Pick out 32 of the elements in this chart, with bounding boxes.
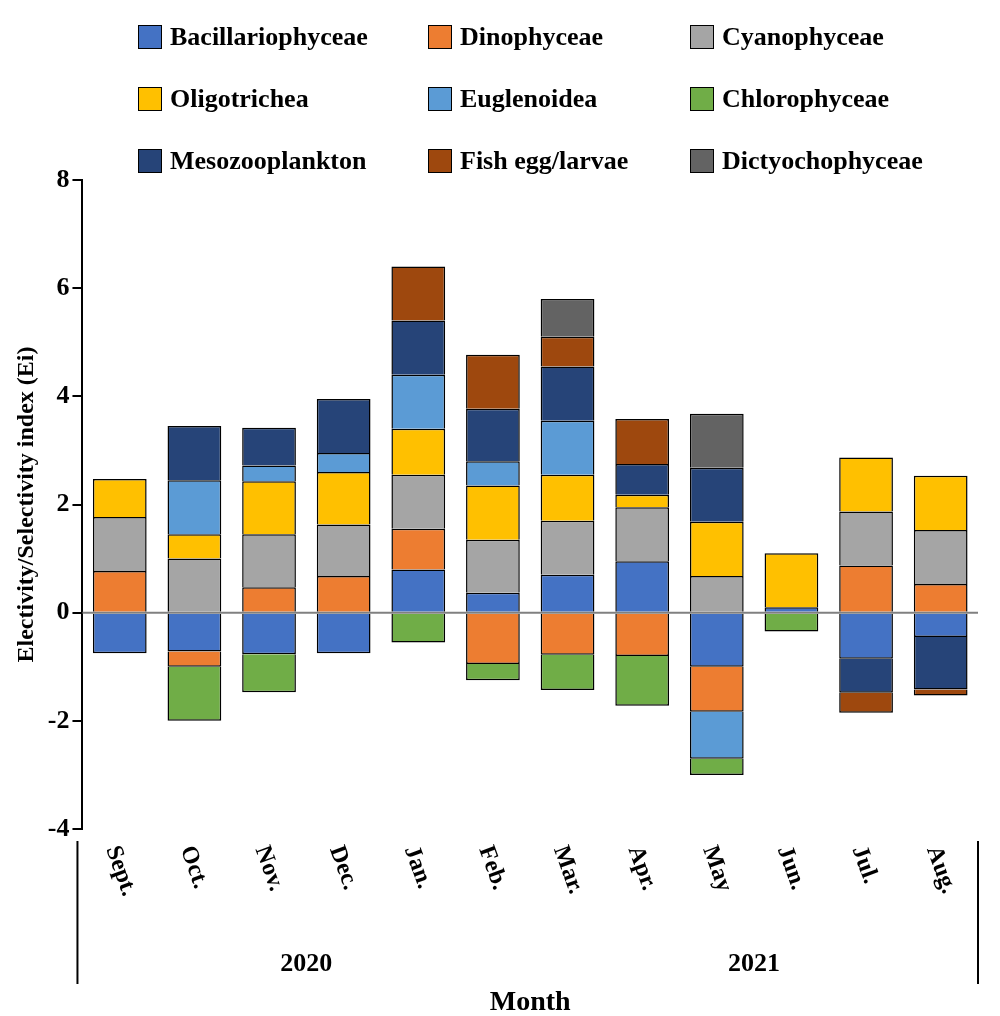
y-tick-label: 2 xyxy=(56,488,70,518)
y-tick-label: 8 xyxy=(56,163,70,193)
y-tick-label: 4 xyxy=(56,380,70,410)
legend-label: Mesozooplankton xyxy=(170,146,367,176)
legend-label: Fish egg/larvae xyxy=(460,146,629,176)
legend-label: Bacillariophyceae xyxy=(170,22,368,52)
x-tick-label: Aug. xyxy=(922,841,964,897)
y-tick-label: -2 xyxy=(47,704,70,734)
y-axis-title: Electivity/Selectivity index (Ei) xyxy=(11,346,38,663)
x-tick-label: Oct. xyxy=(175,841,216,892)
x-tick-label: Jun. xyxy=(772,841,813,893)
legend-label: Dinophyceae xyxy=(460,22,603,52)
x-tick-label: Feb. xyxy=(474,841,515,893)
x-tick-label: Sept. xyxy=(101,841,144,900)
x-tick-label: Dec. xyxy=(325,841,365,893)
x-tick-label: Apr. xyxy=(623,841,664,894)
legend-label: Chlorophyceae xyxy=(722,84,890,114)
x-tick-label: Mar. xyxy=(549,841,591,897)
y-tick-label: 6 xyxy=(56,271,70,301)
x-tick-label: May xyxy=(698,841,739,895)
x-axis-title: Month xyxy=(489,985,572,1016)
legend-label: Oligotrichea xyxy=(170,84,309,114)
legend-label: Dictyochophyceae xyxy=(722,146,923,176)
y-tick-label: 0 xyxy=(56,596,70,626)
text: 2020 xyxy=(280,947,333,977)
legend-label: Euglenoidea xyxy=(460,84,598,114)
text: 2021 xyxy=(728,947,781,977)
y-tick-label: -4 xyxy=(47,812,70,842)
legend-label: Cyanophyceae xyxy=(722,22,884,52)
x-tick-label: Nov. xyxy=(250,841,291,895)
x-tick-label: Jul. xyxy=(847,841,885,887)
x-tick-label: Jan. xyxy=(399,841,440,892)
